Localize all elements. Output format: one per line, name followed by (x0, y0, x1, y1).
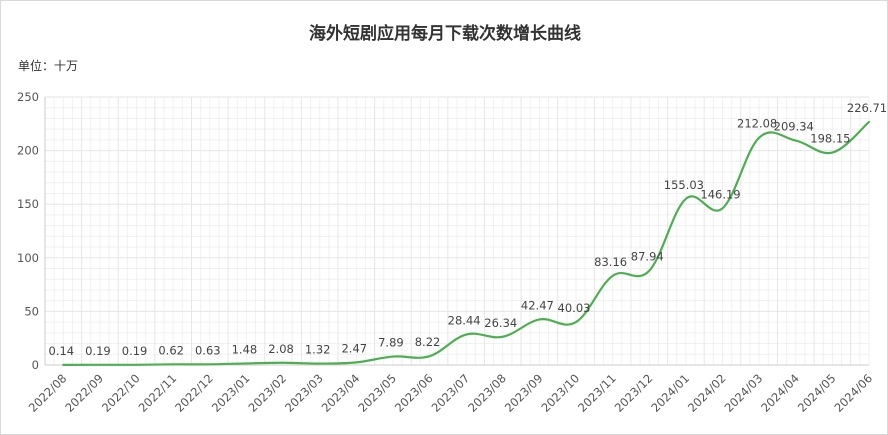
data-point (281, 361, 285, 365)
data-point (757, 136, 761, 140)
data-point (318, 362, 322, 366)
data-label: 146.19 (700, 187, 740, 201)
x-tick-label: 2023/07 (429, 371, 473, 415)
x-tick-label: 2023/11 (575, 371, 619, 415)
data-point (647, 269, 651, 273)
data-label: 0.62 (158, 343, 184, 357)
data-point (98, 363, 102, 367)
y-tick-label: 250 (17, 90, 39, 104)
x-tick-label: 2023/03 (282, 371, 326, 415)
chart-title: 海外短剧应用每月下载次数增长曲线 (309, 24, 581, 44)
data-label: 1.48 (232, 342, 258, 356)
data-label: 0.19 (85, 344, 111, 358)
x-tick-label: 2023/05 (355, 371, 399, 415)
x-tick-label: 2023/12 (612, 371, 656, 415)
data-point (428, 354, 432, 358)
x-tick-label: 2023/01 (209, 371, 253, 415)
data-label: 7.89 (378, 336, 404, 350)
data-label: 2.08 (268, 342, 294, 356)
data-label: 87.94 (631, 250, 664, 264)
data-label: 2.47 (341, 341, 367, 355)
data-point (794, 139, 798, 143)
y-tick-label: 150 (17, 197, 39, 211)
x-tick-label: 2022/08 (26, 371, 70, 415)
data-point (208, 362, 212, 366)
data-label: 155.03 (664, 178, 704, 192)
data-point (391, 355, 395, 359)
x-tick-label: 2023/04 (319, 371, 363, 415)
data-label: 42.47 (521, 298, 554, 312)
series-line (62, 120, 871, 366)
data-label: 212.08 (737, 117, 777, 131)
x-tick-label: 2024/05 (795, 371, 839, 415)
data-label: 26.34 (484, 316, 517, 330)
data-label: 0.63 (195, 343, 221, 357)
x-tick-label: 2022/11 (136, 371, 180, 415)
y-tick-label: 50 (24, 304, 39, 318)
data-point (354, 360, 358, 364)
data-label: 0.19 (122, 344, 148, 358)
x-tick-label: 2022/09 (62, 371, 106, 415)
x-tick-label: 2024/04 (758, 371, 802, 415)
data-point (574, 320, 578, 324)
data-point (721, 206, 725, 210)
data-label: 28.44 (448, 314, 481, 328)
x-tick-label: 2022/12 (172, 371, 216, 415)
data-point (464, 333, 468, 337)
data-point (135, 363, 139, 367)
data-point (171, 362, 175, 366)
data-point (684, 197, 688, 201)
y-tick-label: 100 (17, 251, 39, 265)
x-tick-label: 2024/03 (722, 371, 766, 415)
data-point (867, 120, 871, 124)
x-tick-label: 2023/09 (502, 371, 546, 415)
data-label: 40.03 (558, 301, 591, 315)
data-point (830, 151, 834, 155)
y-tick-label: 0 (32, 358, 39, 372)
data-label: 8.22 (415, 335, 441, 349)
data-point (501, 335, 505, 339)
data-label: 209.34 (774, 120, 814, 134)
data-point (611, 274, 615, 278)
x-tick-label: 2023/10 (538, 371, 582, 415)
x-tick-label: 2022/10 (99, 371, 143, 415)
y-tick-label: 200 (17, 144, 39, 158)
x-tick-label: 2024/06 (831, 371, 875, 415)
data-point (537, 317, 541, 321)
data-label: 83.16 (594, 255, 627, 269)
data-point (244, 361, 248, 365)
data-label: 1.32 (305, 343, 331, 357)
x-tick-label: 2023/08 (465, 371, 509, 415)
data-label: 0.14 (49, 344, 75, 358)
x-tick-label: 2023/06 (392, 371, 436, 415)
x-tick-label: 2024/01 (648, 371, 692, 415)
data-label: 226.71 (847, 101, 887, 115)
x-tick-label: 2024/02 (685, 371, 729, 415)
data-point (61, 363, 65, 367)
data-label: 198.15 (810, 132, 850, 146)
unit-label: 单位：十万 (18, 59, 79, 73)
x-tick-label: 2023/02 (245, 371, 289, 415)
